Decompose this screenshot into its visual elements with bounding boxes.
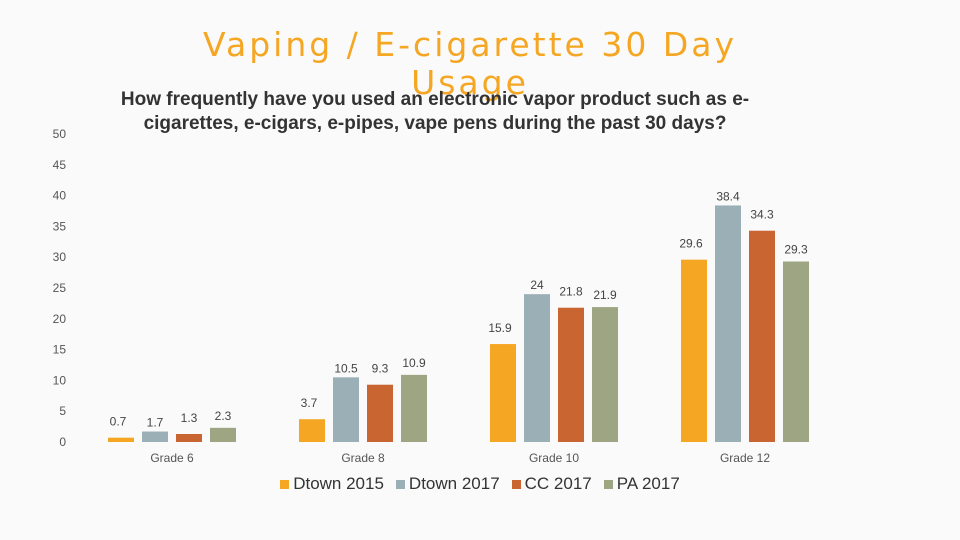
- bar: [333, 377, 359, 442]
- x-category-label: Grade 8: [341, 451, 385, 465]
- y-tick-label: 50: [53, 127, 67, 141]
- legend-swatch: [511, 479, 521, 489]
- y-tick-label: 25: [53, 281, 67, 295]
- x-category-label: Grade 6: [150, 451, 194, 465]
- legend-label: PA 2017: [616, 474, 680, 493]
- data-label: 2.3: [215, 409, 232, 423]
- bar: [299, 419, 325, 442]
- bar: [367, 384, 393, 442]
- legend: Dtown 2015 Dtown 2017 CC 2017 PA 2017: [0, 474, 960, 494]
- y-tick-label: 10: [53, 373, 67, 387]
- bar: [401, 374, 427, 442]
- chart-subtitle: How frequently have you used an electron…: [120, 89, 750, 134]
- data-label: 15.9: [488, 321, 512, 335]
- data-label: 34.3: [750, 208, 774, 222]
- data-label: 10.5: [334, 361, 358, 375]
- data-label: 1.7: [147, 416, 164, 430]
- bar: [524, 294, 550, 442]
- bar: [715, 205, 741, 442]
- legend-swatch: [603, 479, 613, 489]
- data-label: 21.8: [559, 285, 583, 299]
- bar: [176, 433, 202, 442]
- y-tick-label: 5: [59, 404, 66, 418]
- legend-item: PA 2017: [603, 474, 680, 494]
- x-category-label: Grade 10: [529, 451, 579, 465]
- bar: [142, 431, 168, 442]
- bar: [210, 427, 236, 442]
- legend-item: CC 2017: [511, 474, 592, 494]
- legend-swatch: [395, 479, 405, 489]
- y-tick-label: 35: [53, 219, 67, 233]
- legend-label: Dtown 2015: [293, 474, 384, 493]
- legend-swatch: [280, 479, 290, 489]
- bar: [490, 344, 516, 442]
- bar: [558, 307, 584, 442]
- data-label: 29.6: [679, 237, 703, 251]
- bar: [749, 230, 775, 442]
- chart-title: Vaping / E-cigarette 30 Day Usage: [202, 25, 737, 102]
- data-label: 1.3: [181, 411, 198, 425]
- data-label: 10.9: [402, 356, 426, 370]
- data-label: 9.3: [372, 362, 389, 376]
- legend-label: CC 2017: [524, 474, 592, 493]
- data-label: 0.7: [110, 415, 127, 429]
- bar: [783, 261, 809, 442]
- data-label: 29.3: [784, 243, 808, 257]
- y-tick-label: 0: [59, 435, 66, 449]
- legend-item: Dtown 2017: [395, 474, 500, 494]
- data-label: 24: [530, 278, 544, 292]
- y-tick-label: 45: [53, 158, 67, 172]
- bar: [681, 259, 707, 442]
- bar: [108, 437, 134, 442]
- y-tick-label: 15: [53, 343, 67, 357]
- bar: [592, 307, 618, 442]
- x-category-label: Grade 12: [720, 451, 770, 465]
- data-label: 38.4: [716, 189, 740, 203]
- data-label: 21.9: [593, 288, 617, 302]
- legend-label: Dtown 2017: [408, 474, 500, 493]
- legend-item: Dtown 2015: [280, 474, 384, 494]
- data-label: 3.7: [301, 396, 318, 410]
- y-tick-label: 20: [53, 312, 67, 326]
- y-tick-label: 40: [53, 189, 67, 203]
- y-tick-label: 30: [53, 250, 67, 264]
